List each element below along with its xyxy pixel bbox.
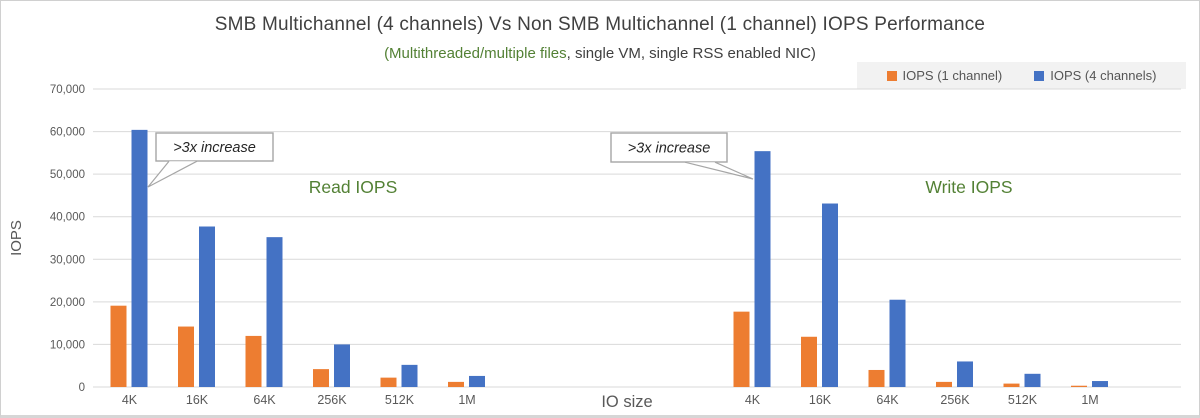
- callout-tail: [684, 161, 754, 180]
- x-tick-label: 64K: [253, 393, 276, 407]
- legend-label-1-channel: IOPS (1 channel): [902, 68, 1003, 83]
- x-tick-label: 4K: [745, 393, 761, 407]
- callout-box: [610, 132, 728, 163]
- chart-subtitle: (Multithreaded/multiple files, single VM…: [1, 45, 1199, 62]
- bar-1-channel: [733, 311, 750, 387]
- bar-4-channels: [1024, 373, 1041, 387]
- bar-4-channels: [131, 129, 148, 387]
- y-tick-label: 40,000: [50, 212, 85, 224]
- bar-1-channel: [178, 326, 194, 387]
- bar-4-channels: [889, 299, 906, 387]
- x-tick-label: 512K: [1008, 393, 1038, 407]
- y-tick-label: 60,000: [50, 127, 85, 139]
- x-tick-label: 64K: [876, 393, 899, 407]
- bar-1-channel: [380, 377, 397, 387]
- bar-1-channel: [110, 305, 127, 387]
- bar-1-channel: [801, 336, 817, 387]
- group-label: Write IOPS: [925, 177, 1012, 197]
- x-axis-title: IO size: [601, 393, 652, 411]
- chart-subtitle-rest: , single VM, single RSS enabled NIC): [566, 45, 816, 62]
- y-axis-title: IOPS: [8, 220, 25, 256]
- y-tick-label: 10,000: [50, 339, 85, 351]
- x-tick-label: 1M: [1081, 393, 1098, 407]
- group-label: Read IOPS: [309, 177, 398, 197]
- bar-4-channels: [957, 361, 973, 387]
- x-tick-label: 256K: [940, 393, 970, 407]
- x-tick-label: 256K: [317, 393, 347, 407]
- bar-1-channel: [245, 335, 262, 387]
- bar-1-channel: [936, 381, 952, 387]
- y-tick-label: 70,000: [50, 84, 85, 96]
- callout-text: >3x increase: [628, 141, 711, 157]
- legend-item-1-channel: IOPS (1 channel): [886, 68, 1003, 83]
- bar-4-channels: [199, 226, 215, 387]
- chart-title: SMB Multichannel (4 channels) Vs Non SMB…: [214, 14, 986, 35]
- bar-4-channels: [754, 151, 771, 387]
- callout-text: >3x increase: [173, 140, 256, 156]
- bar-4-channels: [266, 237, 283, 387]
- x-tick-label: 4K: [122, 393, 138, 407]
- legend-label-4-channels: IOPS (4 channels): [1050, 68, 1157, 83]
- x-tick-label: 1M: [458, 393, 475, 407]
- bar-4-channels: [401, 364, 418, 387]
- y-tick-label: 30,000: [50, 254, 85, 266]
- bar-1-channel: [448, 381, 464, 387]
- callout-box: [155, 132, 274, 162]
- bar-1-channel: [868, 369, 885, 387]
- bar-1-channel: [313, 369, 329, 387]
- legend-item-4-channels: IOPS (4 channels): [1034, 68, 1156, 83]
- legend-swatch-1-channel-icon: [886, 70, 897, 81]
- y-tick-label: 20,000: [50, 297, 85, 309]
- chart-subtitle-green: (Multithreaded/multiple files: [384, 45, 567, 62]
- callout-tail: [147, 160, 198, 188]
- y-tick-label: 0: [79, 382, 85, 394]
- y-tick-label: 50,000: [50, 169, 85, 181]
- bar-4-channels: [822, 203, 838, 387]
- bar-1-channel: [1003, 383, 1020, 387]
- bar-4-channels: [1092, 381, 1108, 387]
- x-tick-label: 512K: [385, 393, 415, 407]
- bar-4-channels: [334, 344, 350, 387]
- chart-legend: IOPS (1 channel) IOPS (4 channels): [857, 62, 1186, 89]
- bar-4-channels: [469, 375, 485, 387]
- legend-swatch-4-channels-icon: [1034, 70, 1045, 81]
- x-tick-label: 16K: [186, 393, 209, 407]
- x-tick-label: 16K: [809, 393, 832, 407]
- bar-1-channel: [1071, 385, 1087, 387]
